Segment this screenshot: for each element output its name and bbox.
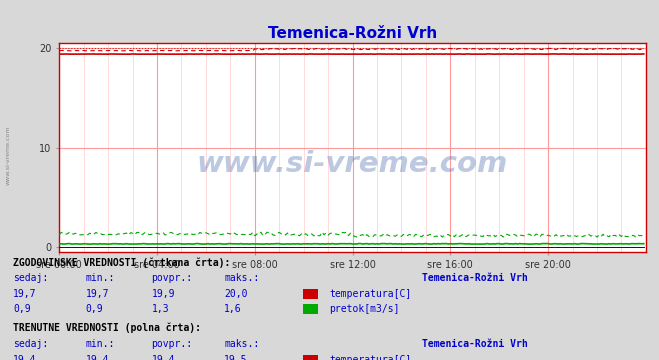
Text: ZGODOVINSKE VREDNOSTI (črtkana črta):: ZGODOVINSKE VREDNOSTI (črtkana črta): bbox=[13, 257, 231, 268]
Text: 0,9: 0,9 bbox=[86, 304, 103, 314]
Text: TRENUTNE VREDNOSTI (polna črta):: TRENUTNE VREDNOSTI (polna črta): bbox=[13, 323, 201, 333]
Text: www.si-vreme.com: www.si-vreme.com bbox=[197, 150, 508, 178]
Text: min.:: min.: bbox=[86, 273, 115, 283]
Text: povpr.:: povpr.: bbox=[152, 339, 192, 349]
Text: Temenica-Rožni Vrh: Temenica-Rožni Vrh bbox=[422, 339, 527, 349]
Text: 19,7: 19,7 bbox=[13, 289, 37, 299]
Text: Temenica-Rožni Vrh: Temenica-Rožni Vrh bbox=[422, 273, 527, 283]
Text: 19,5: 19,5 bbox=[224, 355, 248, 360]
Text: temperatura[C]: temperatura[C] bbox=[330, 355, 412, 360]
Text: www.si-vreme.com: www.si-vreme.com bbox=[5, 125, 11, 185]
Text: maks.:: maks.: bbox=[224, 339, 259, 349]
Text: 19,7: 19,7 bbox=[86, 289, 109, 299]
Text: temperatura[C]: temperatura[C] bbox=[330, 289, 412, 299]
Text: maks.:: maks.: bbox=[224, 273, 259, 283]
Text: sedaj:: sedaj: bbox=[13, 339, 48, 349]
Text: 0,9: 0,9 bbox=[13, 304, 31, 314]
Text: sedaj:: sedaj: bbox=[13, 273, 48, 283]
Text: 19,4: 19,4 bbox=[152, 355, 175, 360]
Text: 20,0: 20,0 bbox=[224, 289, 248, 299]
Text: min.:: min.: bbox=[86, 339, 115, 349]
Text: 1,3: 1,3 bbox=[152, 304, 169, 314]
Text: 1,6: 1,6 bbox=[224, 304, 242, 314]
Text: povpr.:: povpr.: bbox=[152, 273, 192, 283]
Text: 19,9: 19,9 bbox=[152, 289, 175, 299]
Text: pretok[m3/s]: pretok[m3/s] bbox=[330, 304, 400, 314]
Text: 19,4: 19,4 bbox=[86, 355, 109, 360]
Title: Temenica-Rožni Vrh: Temenica-Rožni Vrh bbox=[268, 26, 437, 41]
Text: 19,4: 19,4 bbox=[13, 355, 37, 360]
